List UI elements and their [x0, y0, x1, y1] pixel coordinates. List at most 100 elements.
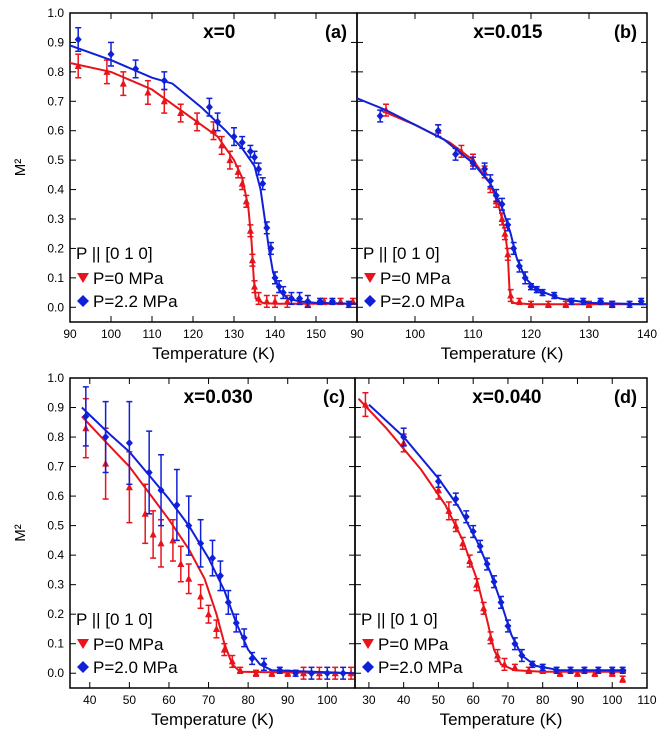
data-point — [626, 300, 634, 309]
y-tick-label: 0.0 — [47, 300, 64, 314]
legend-marker-triangle — [364, 273, 376, 283]
x-tick-label: 120 — [183, 327, 203, 341]
x-tick-label: 80 — [536, 693, 550, 707]
x-tick-label: 40 — [83, 693, 97, 707]
legend-marker-triangle — [77, 639, 89, 649]
legend: P || [0 1 0] P=0 MPa P=2.0 MPa — [363, 244, 465, 311]
data-point — [263, 223, 271, 232]
data-point — [510, 244, 518, 253]
x-tick-label: 110 — [142, 327, 161, 341]
panel-title: x=0.015 — [473, 22, 543, 43]
fit-line — [70, 62, 357, 305]
data-point — [507, 291, 515, 299]
y-tick-label: 0.6 — [47, 124, 64, 138]
data-point — [518, 651, 526, 660]
data-point — [119, 79, 127, 87]
data-point — [205, 103, 213, 112]
legend-label: P=0 MPa — [378, 635, 449, 654]
data-point — [539, 663, 547, 672]
data-point — [492, 191, 500, 200]
x-tick-label: 130 — [224, 327, 244, 341]
data-point — [177, 560, 185, 567]
data-point — [232, 619, 240, 628]
y-tick-label: 1.0 — [47, 371, 64, 385]
data-point — [284, 669, 292, 677]
y-tick-label: 1.0 — [47, 6, 64, 20]
data-point — [567, 666, 575, 675]
data-point — [246, 147, 254, 156]
y-tick-label: 0.6 — [47, 489, 64, 503]
data-point — [323, 669, 331, 678]
data-point — [434, 126, 442, 135]
data-point — [238, 179, 246, 187]
data-point — [527, 282, 535, 291]
data-point — [490, 577, 498, 586]
data-point — [246, 226, 254, 234]
plot-area — [81, 386, 355, 680]
data-point — [307, 669, 315, 678]
data-point — [252, 669, 260, 677]
data-point — [452, 521, 460, 529]
legend-label: P=0 MPa — [93, 635, 164, 654]
x-tick-label: 80 — [241, 693, 255, 707]
series-red — [357, 392, 627, 683]
data-point — [185, 521, 193, 530]
panel-letter: (a) — [325, 22, 347, 42]
data-point — [185, 574, 193, 582]
y-axis-label: M² — [12, 524, 29, 542]
x-tick-label: 140 — [637, 327, 657, 341]
data-point — [149, 530, 157, 538]
data-point — [345, 300, 353, 309]
legend-label: P=2.0 MPa — [380, 292, 465, 311]
legend-marker-diamond — [364, 295, 376, 307]
x-tick-label: 90 — [350, 327, 364, 341]
y-tick-label: 0.2 — [47, 607, 64, 621]
data-point — [141, 509, 149, 517]
y-tick-label: 0.8 — [47, 65, 64, 79]
data-point — [550, 291, 558, 300]
data-point — [218, 141, 226, 149]
data-point — [462, 512, 470, 521]
data-point — [501, 229, 509, 237]
data-point — [157, 486, 165, 495]
data-point — [226, 156, 234, 164]
data-point — [160, 97, 168, 105]
data-point — [504, 622, 512, 630]
x-tick-label: 30 — [362, 693, 376, 707]
x-tick-label: 100 — [317, 693, 337, 707]
series-blue — [70, 26, 357, 309]
data-point — [556, 669, 564, 677]
data-point — [234, 167, 242, 175]
data-point — [483, 560, 491, 568]
legend: P || [0 1 0] P=0 MPa P=2.0 MPa — [76, 610, 178, 677]
legend: P || [0 1 0] P=0 MPa P=2.0 MPa — [361, 610, 463, 677]
data-point — [579, 297, 587, 306]
y-tick-label: 0.9 — [47, 401, 64, 415]
series-blue — [357, 97, 647, 309]
data-point — [481, 164, 489, 173]
data-point — [434, 477, 442, 486]
y-tick-label: 0.2 — [47, 241, 64, 255]
data-point — [304, 297, 312, 306]
y-tick-label: 0.4 — [47, 548, 64, 562]
x-tick-label: 100 — [101, 327, 121, 341]
data-point — [248, 654, 256, 663]
data-point — [637, 297, 645, 306]
data-point — [177, 109, 185, 117]
y-tick-label: 0.8 — [47, 430, 64, 444]
data-point — [591, 669, 599, 677]
data-point — [287, 294, 295, 303]
data-point — [300, 669, 308, 677]
y-tick-label: 0.5 — [47, 519, 64, 533]
y-tick-label: 0.1 — [47, 271, 64, 285]
y-tick-label: 0.9 — [47, 35, 64, 49]
data-point — [553, 666, 561, 675]
x-axis-label: Temperature (K) — [152, 344, 275, 363]
plot-frame — [354, 377, 648, 689]
x-axis-label: Temperature (K) — [151, 710, 274, 729]
data-point — [498, 200, 506, 209]
panel-b: 90 100 110 120 130 140 Temperature (K) x=0.015 (… — [350, 12, 657, 363]
x-tick-label: 60 — [467, 693, 481, 707]
x-tick-label: 50 — [123, 693, 137, 707]
